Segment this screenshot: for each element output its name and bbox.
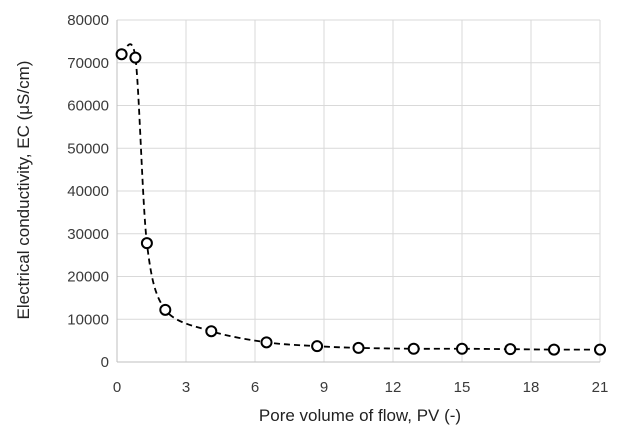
data-point xyxy=(260,336,273,349)
data-point xyxy=(159,303,172,316)
x-tick-label: 15 xyxy=(454,379,471,396)
y-tick-label: 0 xyxy=(101,354,109,371)
y-tick-label: 70000 xyxy=(67,55,109,72)
data-point xyxy=(594,343,606,356)
data-point xyxy=(456,342,468,355)
data-point xyxy=(504,343,517,356)
series-line xyxy=(120,43,601,351)
data-point xyxy=(548,343,560,356)
data-point xyxy=(205,325,218,338)
data-point xyxy=(407,342,420,355)
x-tick-label: 6 xyxy=(251,379,259,396)
x-axis-title: Pore volume of flow, PV (-) xyxy=(259,406,461,425)
tick-labels: 0 10000 20000 30000 40000 50000 60000 70000 8000… xyxy=(67,12,608,396)
y-tick-label: 50000 xyxy=(67,140,109,157)
data-point xyxy=(311,340,324,353)
y-tick-label: 10000 xyxy=(67,311,109,328)
series xyxy=(115,43,606,356)
y-tick-label: 20000 xyxy=(67,269,109,286)
data-point xyxy=(140,237,153,250)
x-tick-label: 12 xyxy=(385,379,402,396)
data-point xyxy=(352,341,365,354)
x-tick-label: 21 xyxy=(592,379,609,396)
x-tick-label: 3 xyxy=(182,379,190,396)
y-tick-label: 40000 xyxy=(67,183,109,200)
grid-lines xyxy=(117,19,601,362)
x-tick-label: 0 xyxy=(113,379,121,396)
data-point xyxy=(115,48,128,61)
y-tick-label: 30000 xyxy=(67,226,109,243)
y-axis-title: Electrical conductivity, EC (μS/cm) xyxy=(14,61,33,320)
data-point xyxy=(129,51,142,64)
x-tick-label: 9 xyxy=(320,379,328,396)
y-tick-label: 80000 xyxy=(67,12,109,29)
axes xyxy=(116,20,600,363)
y-tick-label: 60000 xyxy=(67,98,109,115)
x-tick-label: 18 xyxy=(523,379,540,396)
